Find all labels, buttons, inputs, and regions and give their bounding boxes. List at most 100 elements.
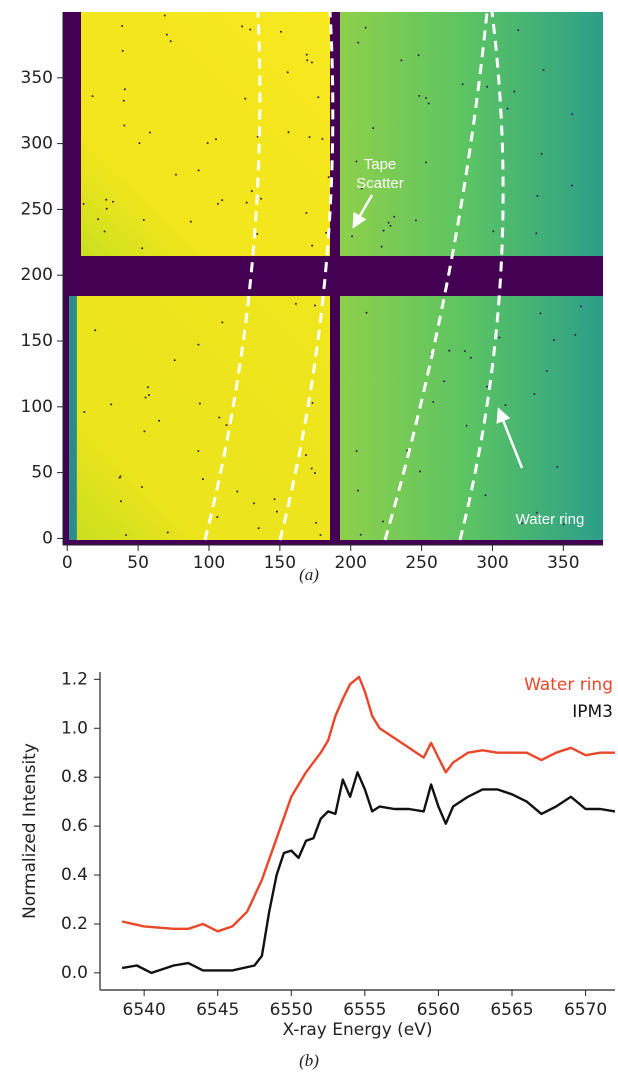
speckle [275, 510, 278, 513]
speckle [327, 176, 330, 179]
x-tick-label: 100 [193, 553, 225, 573]
speckle [574, 333, 577, 336]
speckle [214, 138, 217, 141]
speckle [540, 152, 543, 155]
speckle [91, 95, 94, 98]
speckle [221, 321, 224, 324]
speckle [252, 502, 255, 505]
speckle [350, 235, 353, 238]
speckle [425, 96, 428, 99]
speckle [357, 489, 360, 492]
speckle [306, 59, 309, 62]
speckle [492, 230, 495, 233]
speckle [372, 127, 375, 130]
annotation: Tape Scatter [356, 156, 404, 192]
speckle [82, 202, 85, 205]
y-tick-label: 0.4 [61, 865, 88, 885]
caption: (a) [299, 565, 319, 584]
speckle [417, 54, 420, 57]
speckle [189, 220, 192, 223]
speckle [556, 465, 559, 468]
speckle [149, 131, 152, 134]
speckle [389, 224, 392, 227]
speckle [260, 197, 263, 200]
speckle [427, 102, 430, 105]
annotation-arrow [496, 407, 524, 469]
speckle [279, 30, 282, 33]
speckle [173, 359, 176, 362]
speckle [400, 59, 403, 62]
panel-left-bottom [76, 296, 330, 540]
speckle [359, 533, 362, 536]
speckle [364, 26, 367, 29]
speckle [216, 516, 219, 519]
speckle [360, 187, 363, 190]
speckle [83, 411, 86, 414]
speckle [406, 449, 409, 452]
speckle [140, 485, 143, 488]
annotation-box: Tape Scatter [356, 156, 404, 192]
y-tick-label: 1.0 [61, 718, 88, 738]
speckle [245, 201, 248, 204]
y-tick-label: 50 [31, 463, 53, 483]
speckle [562, 523, 565, 526]
speckle [216, 202, 219, 205]
speckle [121, 25, 124, 28]
speckle [165, 33, 168, 36]
speckle [533, 392, 536, 395]
speckle [504, 404, 507, 407]
speckle [221, 199, 224, 202]
x-tick-label: 200 [334, 553, 366, 573]
x-tick-label: 6565 [490, 1000, 533, 1020]
speckle [414, 219, 417, 222]
speckle [321, 137, 324, 140]
x-axis-title: X-ray Energy (eV) [282, 1020, 432, 1040]
speckle [287, 131, 290, 134]
speckle [122, 99, 125, 102]
speckle [432, 401, 435, 404]
ring-guide [458, 11, 505, 541]
speckle [138, 142, 141, 145]
data-line [121, 771, 616, 975]
panel-left-top [81, 12, 330, 256]
speckle [121, 49, 124, 52]
x-tick-label: 250 [405, 553, 437, 573]
speckle [120, 500, 123, 503]
speckle [286, 71, 289, 74]
speckle [125, 534, 128, 537]
speckle [486, 85, 489, 88]
x-tick-label: 6570 [564, 1000, 607, 1020]
speckle [484, 494, 487, 497]
speckle [206, 141, 209, 144]
speckle [166, 531, 169, 534]
annotation-arrow [352, 194, 374, 229]
speckle [513, 90, 516, 93]
legend-label: Water ring [524, 675, 613, 695]
speckle [294, 302, 297, 305]
speckle [311, 401, 314, 404]
speckle [169, 40, 172, 43]
speckle [317, 96, 320, 99]
speckle [142, 218, 145, 221]
speckle [325, 231, 328, 234]
speckle [118, 476, 121, 479]
speckle [536, 194, 539, 197]
y-tick-label: 0.8 [61, 767, 88, 787]
y-tick-label: 200 [21, 265, 53, 285]
speckle [506, 107, 509, 110]
speckle [570, 184, 573, 187]
speckle [308, 136, 311, 139]
x-tick-label: 6550 [270, 1000, 313, 1020]
speckle [382, 229, 385, 232]
detector-image [63, 11, 603, 545]
x-tick-label: 150 [264, 553, 296, 573]
ring-guide [383, 11, 489, 541]
speckle [463, 350, 466, 353]
speckle [310, 61, 313, 64]
y-tick-label: 0.6 [61, 816, 88, 836]
speckle [521, 522, 524, 525]
speckle [542, 69, 545, 72]
speckle [201, 478, 204, 481]
